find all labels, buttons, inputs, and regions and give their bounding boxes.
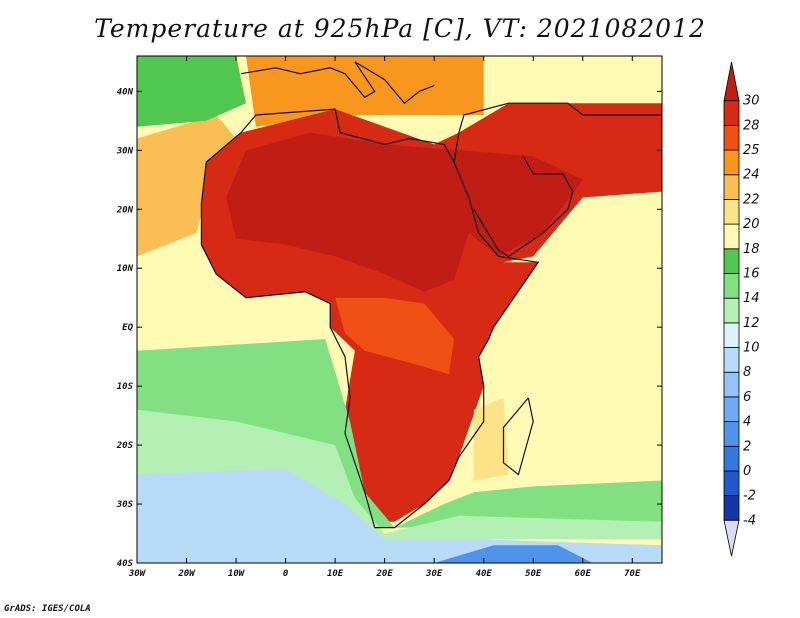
colorbar-label: 28 bbox=[743, 118, 760, 133]
colorbar-label: 12 bbox=[743, 316, 760, 331]
x-tick-label: 30E bbox=[425, 569, 443, 579]
colorbar-label: 2 bbox=[743, 439, 751, 454]
colorbar-swatch bbox=[723, 125, 740, 151]
region-sahara-core bbox=[226, 132, 583, 292]
region-southern-interior bbox=[354, 374, 464, 487]
colorbar-swatch bbox=[723, 297, 740, 324]
x-tick-label: 40E bbox=[476, 569, 493, 579]
region-southern-ocean-deep bbox=[434, 545, 593, 563]
colorbar-label: 18 bbox=[743, 242, 760, 257]
colorbar-swatch bbox=[723, 100, 740, 126]
europe-coastline bbox=[240, 61, 435, 105]
colorbar-swatch bbox=[723, 445, 740, 472]
africa-coastline bbox=[200, 108, 540, 529]
arabia-coastline bbox=[453, 102, 662, 163]
colorbar-label: 30 bbox=[743, 94, 760, 109]
colorbar-swatch bbox=[723, 347, 740, 373]
x-tick-label: 10E bbox=[327, 569, 344, 579]
x-tick-label: 0 bbox=[283, 569, 289, 579]
colorbar-swatch bbox=[723, 396, 740, 422]
region-southern-ocean-blue bbox=[137, 468, 662, 563]
colorbar-label: 8 bbox=[743, 365, 751, 380]
colorbar-swatch bbox=[723, 421, 740, 447]
colorbar-label: 16 bbox=[743, 267, 760, 282]
region-central-africa bbox=[335, 297, 454, 375]
region-subtropical-atlantic bbox=[137, 115, 246, 257]
colorbar-swatch bbox=[723, 149, 740, 176]
region-north-mediterranean bbox=[246, 56, 484, 127]
y-tick-label: 40N bbox=[117, 87, 134, 97]
y-tick-label: 20S bbox=[116, 441, 134, 451]
colorbar-swatch bbox=[723, 223, 740, 250]
colorbar-label: 4 bbox=[743, 415, 751, 430]
y-tick-label: 10N bbox=[117, 264, 134, 274]
colorbar-label: 0 bbox=[743, 464, 751, 479]
colorbar-swatch bbox=[723, 248, 740, 274]
colorbar-label: -2 bbox=[743, 489, 756, 504]
colorbar-swatch bbox=[723, 470, 740, 496]
colorbar-label: 10 bbox=[743, 341, 760, 356]
colorbar-swatch bbox=[723, 273, 740, 299]
x-tick-label: 30W bbox=[128, 569, 147, 579]
colorbar-label: 25 bbox=[743, 143, 760, 158]
colorbar-swatch bbox=[723, 174, 740, 200]
colorbar-swatch bbox=[723, 322, 740, 348]
map-frame bbox=[136, 55, 663, 564]
colorbar-swatch bbox=[723, 495, 740, 521]
colorbar-label: 20 bbox=[743, 217, 760, 232]
x-tick-label: 50E bbox=[525, 569, 542, 579]
x-tick-label: 10W bbox=[228, 569, 246, 579]
x-tick-label: 20W bbox=[177, 569, 196, 579]
colorbar-swatch bbox=[723, 371, 740, 398]
y-tick-label: 30N bbox=[116, 146, 134, 156]
y-tick-label: EQ bbox=[122, 323, 133, 333]
x-tick-label: 60E bbox=[575, 569, 592, 579]
colorbar-top-arrow bbox=[723, 61, 740, 102]
colorbar-label: 24 bbox=[743, 168, 760, 183]
y-tick-label: 20N bbox=[116, 205, 134, 215]
region-north-atlantic-band bbox=[137, 56, 246, 127]
colorbar-label: 22 bbox=[743, 192, 760, 207]
colorbar-bottom-arrow bbox=[723, 519, 740, 557]
credit-text: GrADS: IGES/COLA bbox=[4, 604, 91, 614]
colorbar-swatch bbox=[723, 198, 740, 225]
colorbar-label: 6 bbox=[743, 390, 751, 405]
x-tick-label: 70E bbox=[624, 569, 641, 579]
colorbar-label: -4 bbox=[743, 513, 756, 528]
gulf-coastline bbox=[473, 155, 574, 258]
y-tick-label: 30S bbox=[116, 500, 134, 510]
colorbar-label: 14 bbox=[743, 291, 760, 306]
x-tick-label: 20E bbox=[376, 569, 394, 579]
chart-title: Temperature at 925hPa [C], VT: 202108201… bbox=[94, 14, 706, 43]
region-mozambique-channel bbox=[473, 397, 509, 481]
madagascar-coastline bbox=[502, 397, 534, 476]
y-tick-label: 40S bbox=[117, 559, 134, 569]
y-tick-label: 10S bbox=[117, 382, 134, 392]
